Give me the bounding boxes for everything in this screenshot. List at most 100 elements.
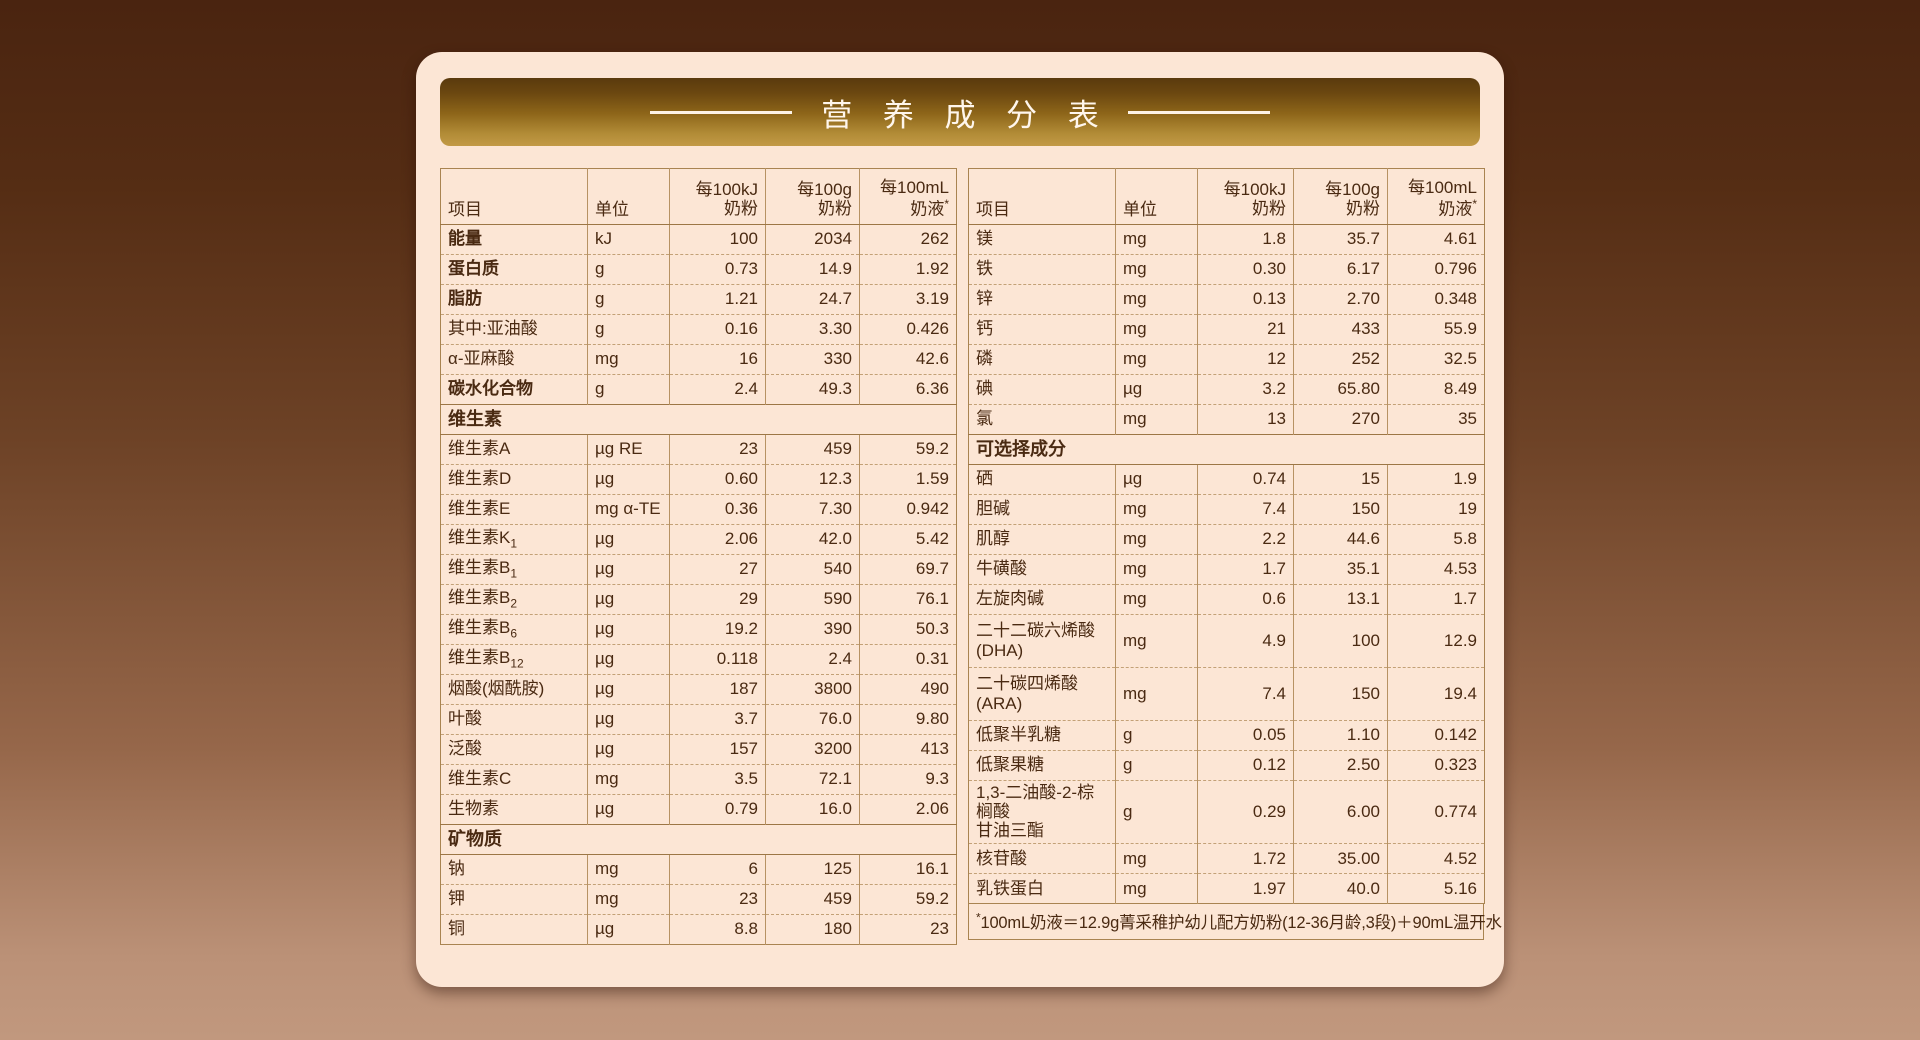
table-row: 维生素A µg RE 23 459 59.2 <box>441 434 957 465</box>
cell-per100kj: 100 <box>669 224 766 255</box>
cell-per100ml: 413 <box>859 734 957 765</box>
cell-unit: mg <box>1115 344 1198 375</box>
cell-per100kj: 27 <box>669 554 766 585</box>
cell-per100ml: 1.92 <box>859 254 957 285</box>
cell-per100kj: 8.8 <box>669 914 766 945</box>
column-header-per100g: 每100g 奶粉 <box>765 168 860 225</box>
cell-per100kj: 0.73 <box>669 254 766 285</box>
cell-per100kj: 0.13 <box>1197 284 1294 315</box>
cell-item: 铜 <box>440 914 588 945</box>
nutrition-table-right: 项目 单位 每100kJ 奶粉 每100g 奶粉 每100mL 奶液* 镁 mg 1.8 35.7 4.… <box>968 168 1485 905</box>
cell-per100g: 459 <box>765 884 860 915</box>
cell-per100g: 16.0 <box>765 794 860 825</box>
cell-per100g: 252 <box>1293 344 1388 375</box>
cell-item: 钾 <box>440 884 588 915</box>
cell-per100kj: 3.5 <box>669 764 766 795</box>
section-label: 可选择成分 <box>968 434 1485 465</box>
cell-item: 碳水化合物 <box>440 374 588 405</box>
cell-per100ml: 35 <box>1387 404 1485 435</box>
cell-item: 烟酸(烟酰胺) <box>440 674 588 705</box>
cell-per100ml: 8.49 <box>1387 374 1485 405</box>
cell-unit: g <box>587 254 670 285</box>
cell-per100g: 2.50 <box>1293 750 1388 781</box>
cell-unit: mg <box>587 884 670 915</box>
table-row: 肌醇 mg 2.2 44.6 5.8 <box>968 524 1485 555</box>
cell-per100ml: 4.52 <box>1387 843 1485 874</box>
table-row: 低聚果糖 g 0.12 2.50 0.323 <box>968 750 1485 781</box>
cell-unit: mg α-TE <box>587 494 670 525</box>
table-row: 维生素E mg α-TE 0.36 7.30 0.942 <box>440 494 957 525</box>
cell-unit: g <box>587 374 670 405</box>
cell-item: 碘 <box>968 374 1116 405</box>
table-row: 钠 mg 6 125 16.1 <box>441 854 957 885</box>
cell-unit: µg <box>587 734 670 765</box>
cell-per100kj: 2.2 <box>1197 524 1294 555</box>
cell-per100kj: 23 <box>669 434 766 465</box>
table-header-row: 项目 单位 每100kJ 奶粉 每100g 奶粉 每100mL 奶液* <box>968 168 1485 225</box>
cell-per100ml: 9.3 <box>859 764 957 795</box>
cell-per100g: 65.80 <box>1293 374 1388 405</box>
cell-per100ml: 0.774 <box>1387 779 1485 844</box>
table-row: 二十二碳六烯酸 (DHA) mg 4.9 100 12.9 <box>968 614 1485 668</box>
cell-per100g: 35.00 <box>1293 843 1388 874</box>
cell-per100g: 3200 <box>765 734 860 765</box>
column-header-per100kj: 每100kJ 奶粉 <box>1197 168 1294 225</box>
cell-per100kj: 0.6 <box>1197 584 1294 615</box>
cell-per100ml: 76.1 <box>859 584 957 615</box>
cell-per100kj: 2.4 <box>669 374 766 405</box>
cell-unit: µg <box>587 614 670 645</box>
cell-unit: mg <box>587 854 670 885</box>
cell-item: 维生素E <box>440 494 588 525</box>
cell-unit: mg <box>1115 873 1198 904</box>
cell-per100kj: 0.36 <box>669 494 766 525</box>
table-row: 生物素 µg 0.79 16.0 2.06 <box>440 794 957 825</box>
cell-per100ml: 0.942 <box>859 494 957 525</box>
cell-item: 铁 <box>968 254 1116 285</box>
table-section-row: 可选择成分 <box>968 434 1485 465</box>
table-row: 左旋肉碱 mg 0.6 13.1 1.7 <box>968 584 1485 615</box>
cell-unit: mg <box>1115 254 1198 285</box>
nutrition-card: 营 养 成 分 表 项目 单位 每100kJ 奶粉 每100g 奶粉 每100mL 奶液* 能量… <box>416 52 1504 987</box>
cell-unit: mg <box>587 344 670 375</box>
cell-per100g: 76.0 <box>765 704 860 735</box>
table-row: 其中:亚油酸 g 0.16 3.30 0.426 <box>440 314 957 345</box>
cell-per100ml: 262 <box>859 224 957 255</box>
table-row: 1,3-二油酸-2-棕榈酸 甘油三酯 g 0.29 6.00 0.774 <box>968 779 1485 844</box>
cell-per100g: 2034 <box>765 224 860 255</box>
cell-per100ml: 0.426 <box>859 314 957 345</box>
table-row: 蛋白质 g 0.73 14.9 1.92 <box>440 254 957 285</box>
cell-item: 脂肪 <box>440 284 588 315</box>
cell-item: 低聚半乳糖 <box>968 720 1116 751</box>
cell-item: 维生素A <box>448 439 511 459</box>
cell-per100kj: 0.60 <box>669 464 766 495</box>
cell-per100kj: 7.4 <box>1197 494 1294 525</box>
footnote: *100mL奶液＝12.9g菁采稚护幼儿配方奶粉(12-36月龄,3段)＋90m… <box>968 904 1502 941</box>
cell-per100g: 24.7 <box>765 284 860 315</box>
table-row: 叶酸 µg 3.7 76.0 9.80 <box>440 704 957 735</box>
cell-unit: mg <box>1115 554 1198 585</box>
table-row: 钙 mg 21 433 55.9 <box>968 314 1485 345</box>
cell-unit: mg <box>587 764 670 795</box>
cell-per100g: 44.6 <box>1293 524 1388 555</box>
cell-per100g: 72.1 <box>765 764 860 795</box>
cell-per100ml: 5.8 <box>1387 524 1485 555</box>
title-rule-right-icon <box>1127 110 1270 114</box>
cell-per100ml: 50.3 <box>859 614 957 645</box>
table-row: 碳水化合物 g 2.4 49.3 6.36 <box>440 374 957 405</box>
cell-per100ml: 4.53 <box>1387 554 1485 585</box>
table-section-row: 矿物质 <box>440 824 957 855</box>
cell-per100kj: 16 <box>669 344 766 375</box>
cell-unit: µg <box>1115 464 1198 495</box>
cell-per100kj: 2.06 <box>669 524 766 555</box>
cell-unit: g <box>1115 750 1198 781</box>
cell-per100ml: 59.2 <box>859 884 957 915</box>
column-header-unit: 单位 <box>1115 168 1198 225</box>
cell-item: 乳铁蛋白 <box>968 873 1116 904</box>
cell-per100ml: 9.80 <box>859 704 957 735</box>
cell-item: 泛酸 <box>440 734 588 765</box>
cell-per100ml: 6.36 <box>859 374 957 405</box>
cell-item: 维生素B6 <box>440 614 588 645</box>
table-row: 铜 µg 8.8 180 23 <box>440 914 957 945</box>
cell-unit: µg <box>587 524 670 555</box>
